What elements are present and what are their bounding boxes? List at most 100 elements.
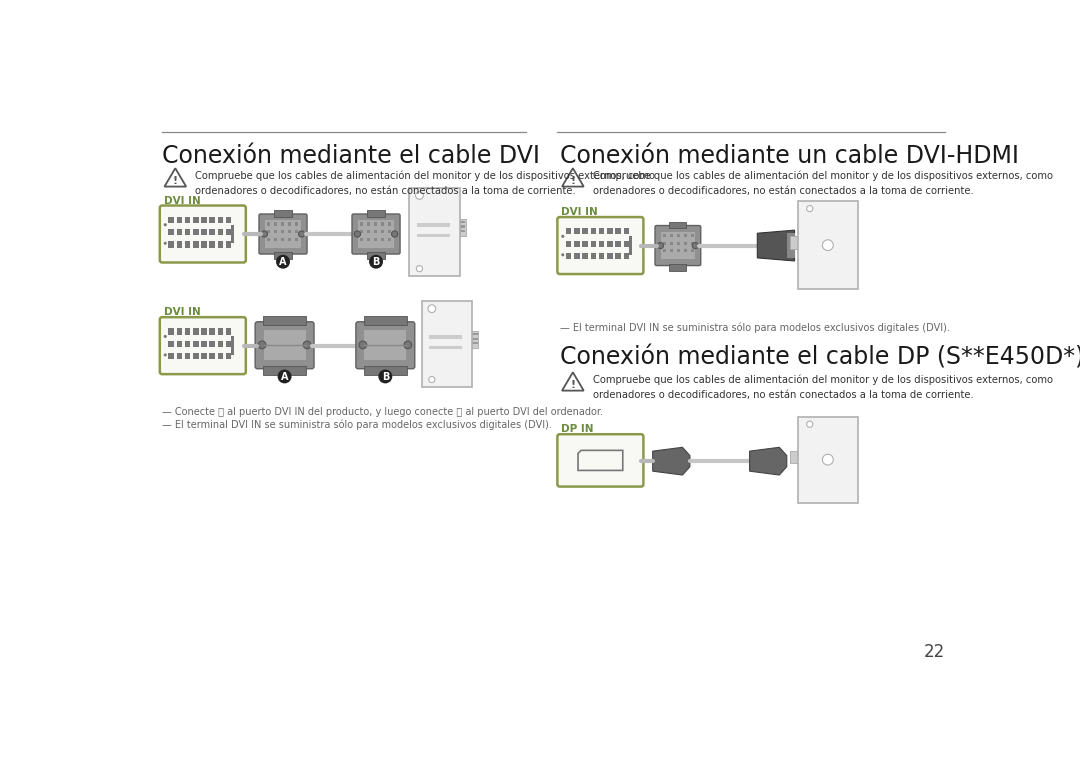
Bar (367, 230, 369, 233)
Circle shape (164, 335, 166, 338)
Bar (267, 223, 270, 226)
FancyBboxPatch shape (656, 226, 701, 266)
Circle shape (261, 231, 268, 237)
Text: Conexión mediante el cable DVI: Conexión mediante el cable DVI (162, 144, 540, 168)
Bar (185, 229, 190, 235)
Bar (210, 217, 215, 223)
Bar (295, 238, 298, 241)
Bar (364, 366, 407, 375)
Bar (380, 223, 383, 226)
Bar (360, 238, 363, 241)
Circle shape (354, 231, 361, 237)
Circle shape (823, 240, 834, 250)
Bar (281, 238, 284, 241)
Bar (460, 230, 465, 232)
Bar (575, 228, 580, 234)
Bar (201, 217, 206, 223)
Bar (262, 317, 307, 325)
Bar (616, 240, 621, 246)
Circle shape (164, 242, 166, 245)
Bar (168, 229, 174, 235)
Bar (473, 342, 477, 344)
Bar (201, 353, 206, 359)
Bar (460, 219, 465, 236)
Bar (684, 242, 687, 245)
Text: DVI IN: DVI IN (164, 307, 201, 317)
Text: Compruebe que los cables de alimentación del monitor y de los dispositivos exter: Compruebe que los cables de alimentación… (593, 375, 1053, 400)
Bar (616, 228, 621, 234)
Text: B: B (381, 372, 389, 382)
Text: Compruebe que los cables de alimentación del monitor y de los dispositivos exter: Compruebe que los cables de alimentación… (593, 171, 1053, 196)
FancyBboxPatch shape (557, 217, 644, 274)
Bar (367, 238, 369, 241)
Bar (661, 232, 694, 259)
FancyBboxPatch shape (352, 214, 400, 254)
Bar (218, 241, 224, 247)
Bar (663, 234, 666, 237)
Circle shape (298, 231, 305, 237)
Bar (663, 242, 666, 245)
Circle shape (276, 255, 291, 269)
Bar (176, 229, 183, 235)
Circle shape (429, 376, 435, 382)
Bar (663, 250, 666, 253)
Bar (264, 330, 306, 360)
Bar (193, 328, 199, 334)
Bar (566, 228, 571, 234)
Bar (193, 353, 199, 359)
Bar (591, 253, 596, 259)
Circle shape (392, 231, 397, 237)
Bar (218, 217, 224, 223)
Bar (176, 241, 183, 247)
Bar (684, 234, 687, 237)
Bar (417, 224, 449, 227)
Circle shape (258, 341, 266, 349)
Bar (575, 253, 580, 259)
Bar (786, 233, 795, 258)
Bar (226, 328, 231, 334)
Bar (367, 210, 384, 217)
Bar (380, 230, 383, 233)
Text: !: ! (570, 176, 576, 186)
Bar (591, 240, 596, 246)
Bar (388, 230, 391, 233)
Text: — El terminal DVI IN se suministra sólo para modelos exclusivos digitales (DVI).: — El terminal DVI IN se suministra sólo … (559, 323, 949, 333)
Bar (176, 341, 183, 347)
Bar (789, 451, 799, 463)
Circle shape (807, 421, 813, 427)
Text: B: B (373, 257, 380, 267)
Bar (380, 238, 383, 241)
Bar (388, 238, 391, 241)
Bar (460, 225, 465, 227)
Bar (226, 217, 231, 223)
Bar (273, 230, 276, 233)
Bar (473, 333, 477, 335)
Bar (210, 241, 215, 247)
Bar (798, 201, 859, 289)
Bar (176, 328, 183, 334)
Bar (359, 221, 394, 248)
Circle shape (404, 341, 411, 349)
Bar (185, 217, 190, 223)
Bar (168, 341, 174, 347)
Polygon shape (757, 230, 795, 261)
Bar (226, 353, 231, 359)
Bar (185, 353, 190, 359)
Bar (670, 250, 673, 253)
Bar (430, 336, 462, 340)
Bar (582, 240, 588, 246)
Bar (473, 337, 477, 340)
Bar (629, 237, 632, 255)
Bar (193, 217, 199, 223)
Text: DVI IN: DVI IN (164, 195, 201, 205)
Bar (176, 353, 183, 359)
Bar (582, 228, 588, 234)
Bar (201, 229, 206, 235)
Circle shape (428, 305, 435, 313)
Bar (168, 241, 174, 247)
Bar (210, 341, 215, 347)
Bar (598, 253, 605, 259)
Bar (364, 317, 407, 325)
Bar (226, 241, 231, 247)
Bar (168, 353, 174, 359)
